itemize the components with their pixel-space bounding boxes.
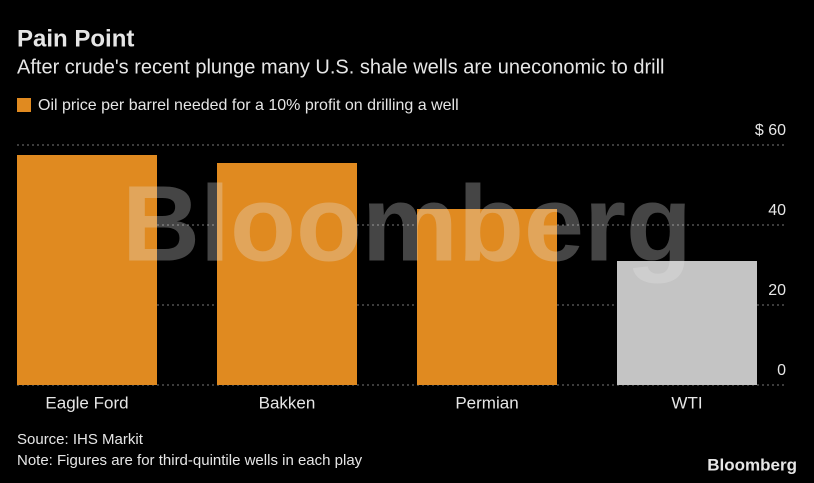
y-tick-label: $ 60	[755, 122, 786, 139]
x-tick-label: Bakken	[259, 393, 316, 412]
watermark: Bloomberg	[122, 163, 692, 284]
bar	[17, 155, 157, 385]
y-tick-label: 40	[768, 202, 786, 219]
y-tick-label: 0	[777, 362, 786, 379]
y-tick-label: 20	[768, 282, 786, 299]
chart-title: Pain Point	[17, 25, 134, 52]
x-tick-label: Permian	[455, 393, 518, 412]
x-tick-label: WTI	[671, 393, 702, 412]
legend-label: Oil price per barrel needed for a 10% pr…	[38, 97, 459, 114]
bar	[417, 209, 557, 385]
x-tick-label: Eagle Ford	[45, 393, 128, 412]
logo: Bloomberg	[707, 455, 797, 474]
bar	[617, 261, 757, 385]
bar	[217, 163, 357, 385]
legend-swatch	[17, 98, 31, 112]
chart-subtitle: After crude's recent plunge many U.S. sh…	[17, 56, 664, 78]
source: Source: IHS Markit	[17, 431, 144, 448]
note: Note: Figures are for third-quintile wel…	[17, 452, 363, 469]
